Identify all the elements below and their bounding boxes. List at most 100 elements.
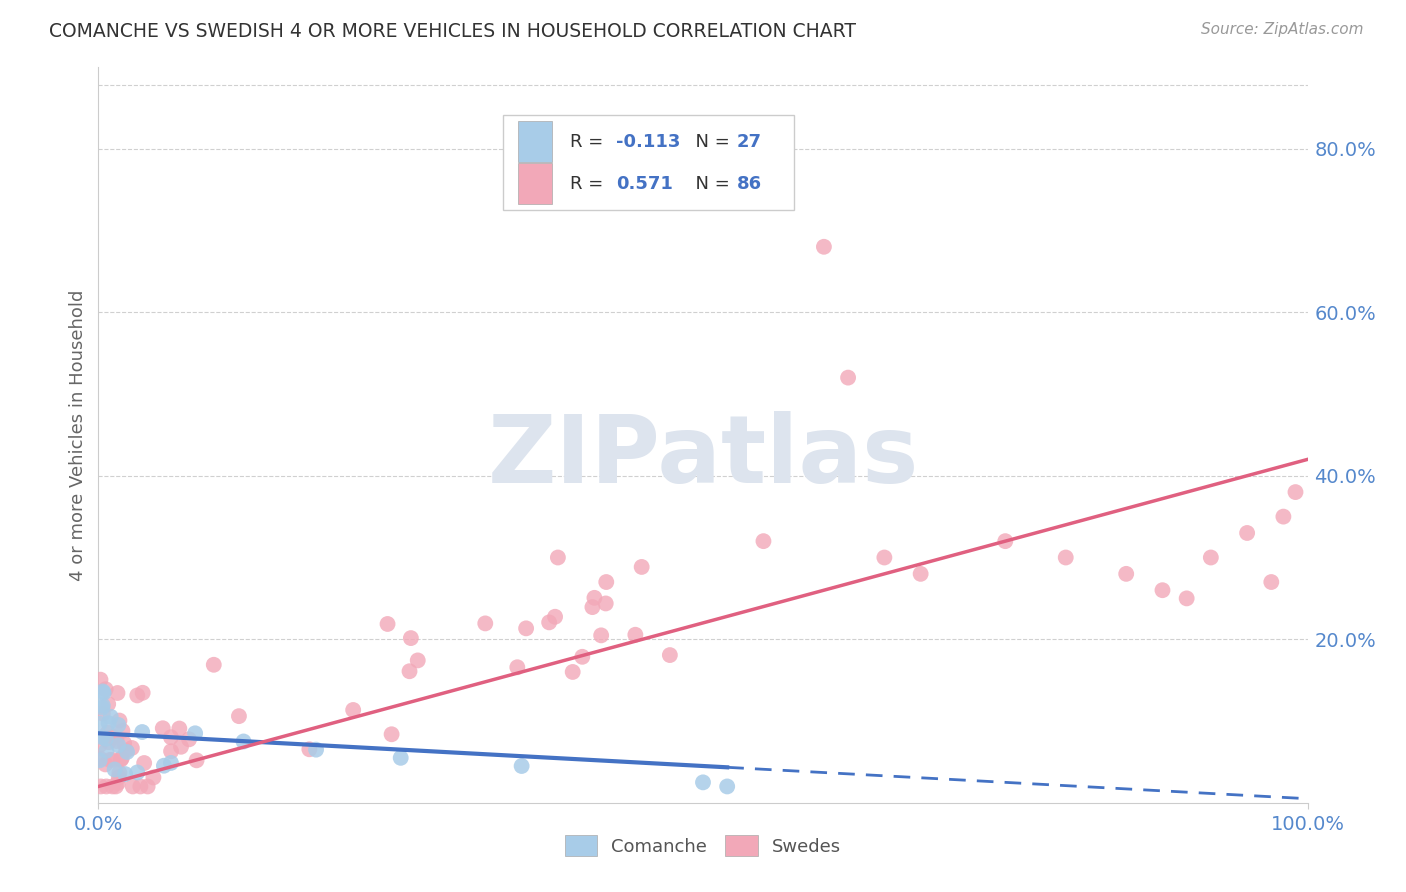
Bar: [517, 121, 553, 161]
Point: [115, 745, 138, 759]
Point: [630, 560, 652, 574]
Bar: [517, 163, 553, 204]
Text: 86: 86: [737, 175, 762, 193]
Point: [114, 767, 136, 781]
Point: [228, 709, 250, 723]
Point: [510, 759, 533, 773]
Point: [107, 686, 129, 700]
Point: [90, 752, 112, 766]
Point: [160, 730, 183, 744]
Point: [108, 765, 131, 780]
Point: [97, 735, 120, 749]
Text: ZIPatlas: ZIPatlas: [488, 411, 918, 503]
Point: [94, 757, 117, 772]
Point: [1054, 550, 1077, 565]
Point: [994, 534, 1017, 549]
Point: [104, 763, 127, 777]
Point: [101, 731, 124, 745]
Point: [134, 756, 156, 770]
Point: [160, 756, 183, 770]
Point: [104, 780, 127, 794]
Point: [389, 751, 412, 765]
Point: [595, 574, 617, 589]
Point: [115, 743, 138, 757]
Point: [94, 731, 117, 746]
Point: [96, 744, 118, 758]
Text: N =: N =: [683, 133, 735, 151]
Point: [91, 684, 114, 698]
Point: [129, 780, 152, 794]
Point: [595, 597, 617, 611]
Point: [91, 700, 114, 714]
Point: [1175, 591, 1198, 606]
Text: COMANCHE VS SWEDISH 4 OR MORE VEHICLES IN HOUSEHOLD CORRELATION CHART: COMANCHE VS SWEDISH 4 OR MORE VEHICLES I…: [49, 22, 856, 41]
Point: [97, 697, 120, 711]
Point: [131, 686, 153, 700]
Point: [169, 722, 191, 736]
Point: [591, 628, 613, 642]
Point: [96, 780, 118, 794]
Point: [399, 631, 422, 645]
Point: [837, 370, 859, 384]
Point: [94, 682, 117, 697]
Point: [515, 621, 537, 635]
Point: [153, 758, 176, 772]
Point: [136, 780, 159, 794]
Point: [692, 775, 714, 789]
Point: [581, 600, 603, 615]
Text: R =: R =: [569, 175, 609, 193]
Point: [121, 741, 143, 756]
Point: [474, 616, 496, 631]
Point: [97, 725, 120, 739]
Legend: Comanche, Swedes: Comanche, Swedes: [565, 836, 841, 856]
Point: [377, 617, 399, 632]
Point: [89, 753, 111, 767]
Point: [583, 591, 606, 605]
Point: [98, 753, 121, 767]
Point: [1115, 566, 1137, 581]
Point: [108, 770, 131, 784]
Point: [131, 725, 153, 739]
Point: [107, 739, 129, 753]
Point: [89, 738, 111, 752]
Point: [91, 706, 114, 721]
Point: [1272, 509, 1295, 524]
FancyBboxPatch shape: [503, 115, 793, 211]
Text: Source: ZipAtlas.com: Source: ZipAtlas.com: [1201, 22, 1364, 37]
Point: [127, 765, 149, 780]
Point: [90, 780, 112, 794]
Point: [100, 710, 122, 724]
Point: [658, 648, 681, 662]
Point: [107, 718, 129, 732]
Point: [538, 615, 561, 630]
Point: [89, 716, 111, 731]
Text: 27: 27: [737, 133, 762, 151]
Point: [547, 550, 569, 565]
Text: N =: N =: [683, 175, 735, 193]
Point: [142, 771, 165, 785]
Point: [298, 742, 321, 756]
Point: [342, 703, 364, 717]
Point: [873, 550, 896, 565]
Point: [101, 753, 124, 767]
Point: [813, 240, 835, 254]
Point: [107, 776, 129, 790]
Point: [1199, 550, 1222, 565]
Point: [561, 665, 583, 679]
Point: [544, 609, 567, 624]
Point: [177, 732, 200, 747]
Text: 0.571: 0.571: [616, 175, 673, 193]
Point: [398, 665, 420, 679]
Point: [232, 734, 254, 748]
Point: [381, 727, 404, 741]
Point: [716, 780, 738, 794]
Point: [110, 753, 132, 767]
Point: [101, 780, 124, 794]
Point: [108, 714, 131, 728]
Point: [91, 698, 114, 713]
Point: [121, 780, 143, 794]
Point: [112, 736, 135, 750]
Point: [111, 723, 134, 738]
Y-axis label: 4 or more Vehicles in Household: 4 or more Vehicles in Household: [69, 289, 87, 581]
Point: [186, 753, 208, 767]
